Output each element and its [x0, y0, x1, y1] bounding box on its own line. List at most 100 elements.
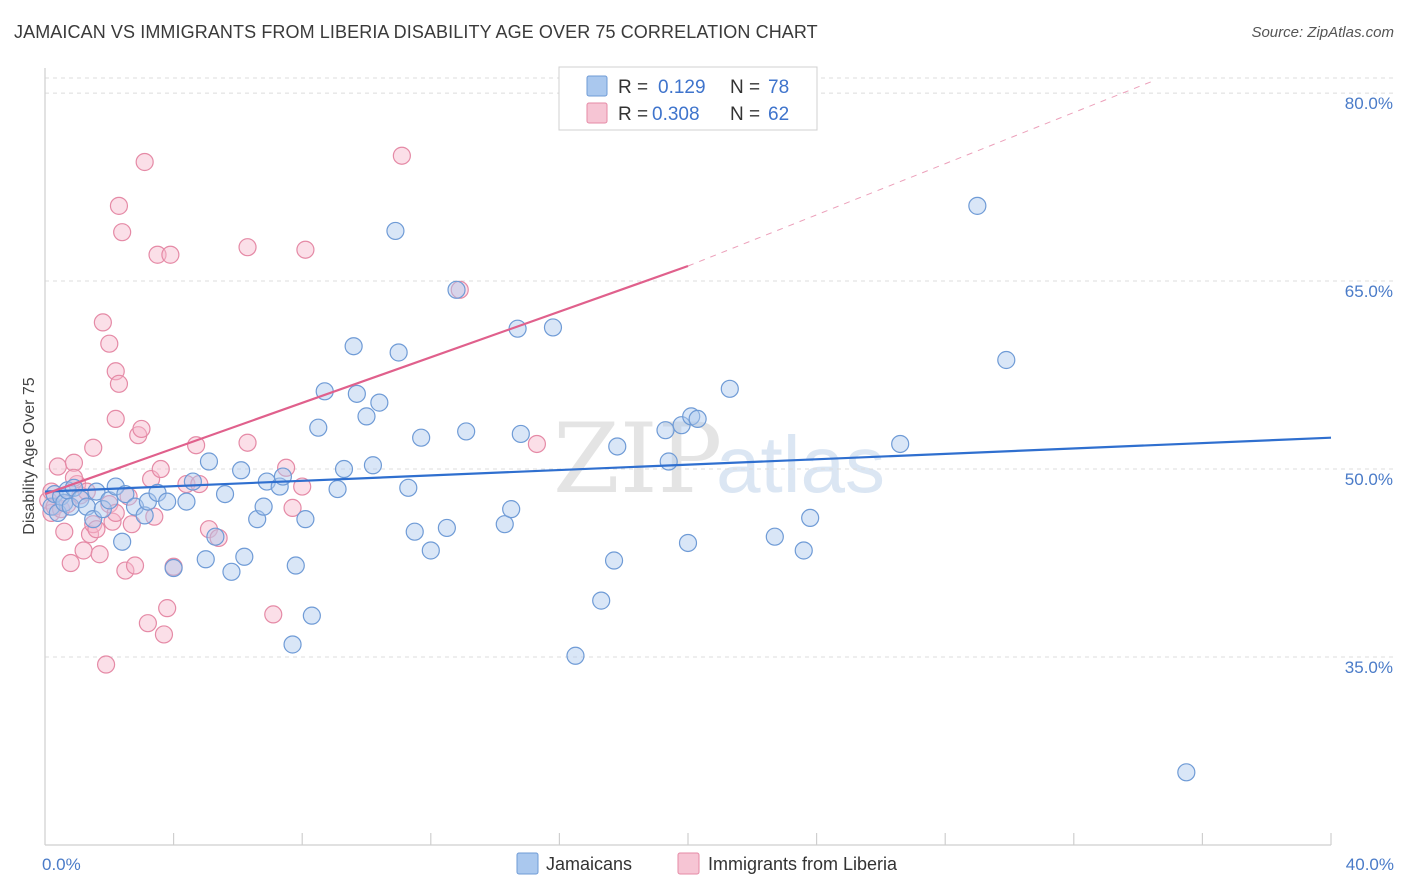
bottom-legend-jamaicans: Jamaicans — [546, 854, 632, 874]
legend-n-value-0: 78 — [768, 77, 789, 98]
point-blue-44 — [334, 459, 354, 479]
point-blue-26 — [199, 452, 219, 471]
point-blue-54 — [412, 428, 431, 447]
point-blue-45 — [344, 337, 363, 356]
point-pink-36 — [138, 614, 157, 633]
legend-r-label-1: R = — [618, 104, 648, 125]
point-blue-39 — [296, 510, 315, 529]
point-blue-14 — [106, 477, 125, 496]
series-jamaicans-points — [42, 196, 1196, 782]
legend-n-label-0: N = — [730, 77, 760, 98]
legend-r-value-0: 0.129 — [658, 77, 706, 98]
point-blue-69 — [659, 452, 678, 471]
point-pink-31 — [122, 515, 141, 534]
legend-r-value-1: 0.308 — [652, 104, 700, 125]
point-blue-53 — [405, 522, 424, 541]
point-pink-25 — [109, 374, 129, 393]
point-blue-22 — [164, 558, 183, 578]
point-blue-57 — [447, 280, 466, 299]
legend-n-value-1: 62 — [768, 104, 789, 125]
point-blue-62 — [511, 424, 530, 444]
point-blue-43 — [328, 479, 347, 499]
point-blue-52 — [399, 478, 418, 497]
point-blue-75 — [765, 527, 784, 546]
point-pink-17 — [90, 545, 109, 564]
point-pink-4 — [48, 457, 67, 476]
point-blue-79 — [968, 196, 987, 215]
point-blue-27 — [206, 527, 225, 546]
point-blue-71 — [678, 533, 698, 553]
point-pink-57 — [392, 146, 411, 165]
point-blue-6 — [61, 497, 80, 516]
point-pink-9 — [64, 453, 84, 472]
point-pink-12 — [74, 541, 93, 560]
trend-line-blue — [44, 436, 1332, 493]
point-blue-50 — [386, 221, 405, 241]
legend-n-label-1: N = — [730, 104, 760, 125]
x-ticks: 0.0% 40.0% — [42, 833, 1394, 874]
point-pink-22 — [96, 655, 116, 674]
trend-line-pink — [44, 264, 689, 496]
point-blue-55 — [421, 541, 440, 560]
legend: R = 0.129 N = 78 R = 0.308 N = 62 — [558, 66, 818, 131]
legend-swatch-blue — [586, 75, 608, 97]
y-tick-label-1: 50.0% — [1345, 470, 1393, 489]
point-pink-8 — [61, 553, 80, 573]
point-pink-23 — [100, 334, 119, 353]
point-blue-29 — [222, 562, 241, 581]
point-pink-15 — [84, 438, 103, 457]
point-blue-51 — [389, 343, 408, 362]
point-blue-16 — [116, 484, 135, 504]
point-blue-21 — [158, 492, 177, 511]
point-blue-31 — [235, 547, 254, 566]
point-blue-66 — [604, 551, 624, 570]
legend-r-label-0: R = — [618, 77, 648, 98]
y-tick-label-3: 80.0% — [1345, 94, 1393, 113]
y-ticks: 35.0% 50.0% 65.0% 80.0% — [1345, 94, 1393, 677]
point-pink-28 — [106, 409, 125, 429]
point-pink-55 — [293, 477, 312, 496]
point-pink-26 — [109, 196, 129, 215]
point-pink-32 — [125, 556, 145, 575]
point-blue-38 — [286, 556, 305, 575]
watermark-atlas: atlas — [716, 420, 885, 509]
y-tick-label-2: 65.0% — [1345, 282, 1393, 301]
point-blue-46 — [347, 384, 366, 403]
point-pink-14 — [84, 515, 103, 534]
point-blue-28 — [215, 484, 235, 504]
point-pink-18 — [93, 313, 112, 332]
point-blue-23 — [177, 492, 196, 511]
source-credit: Source: ZipAtlas.com — [1251, 24, 1394, 41]
point-blue-67 — [608, 437, 627, 456]
watermark: ZIP atlas — [553, 403, 885, 515]
point-pink-59 — [527, 434, 546, 454]
point-pink-41 — [154, 625, 174, 644]
point-pink-38 — [145, 507, 164, 526]
point-pink-51 — [238, 433, 257, 452]
point-blue-48 — [363, 456, 383, 475]
point-blue-25 — [196, 550, 215, 569]
point-blue-37 — [283, 635, 302, 654]
point-blue-56 — [437, 518, 456, 538]
point-pink-54 — [283, 498, 302, 517]
point-blue-33 — [254, 497, 273, 516]
legend-swatch-pink — [586, 102, 608, 124]
y-axis-label: Disability Age Over 75 — [21, 377, 38, 535]
point-pink-56 — [296, 240, 315, 259]
bottom-legend-liberia: Immigrants from Liberia — [708, 854, 898, 874]
trend-lines — [44, 80, 1332, 496]
point-blue-41 — [309, 418, 328, 437]
point-blue-59 — [495, 515, 514, 534]
y-tick-label-0: 35.0% — [1345, 658, 1393, 677]
x-tick-label-1: 40.0% — [1346, 855, 1394, 874]
grid-lines — [45, 77, 1393, 658]
bottom-legend: Jamaicans Immigrants from Liberia — [516, 852, 898, 875]
point-blue-78 — [891, 434, 910, 454]
bottom-legend-swatch-liberia — [677, 852, 700, 875]
point-blue-73 — [688, 409, 707, 429]
x-tick-label-0: 0.0% — [42, 855, 81, 874]
point-blue-24 — [183, 472, 202, 491]
point-pink-40 — [151, 459, 170, 479]
point-blue-40 — [302, 606, 321, 625]
point-blue-47 — [357, 407, 376, 426]
